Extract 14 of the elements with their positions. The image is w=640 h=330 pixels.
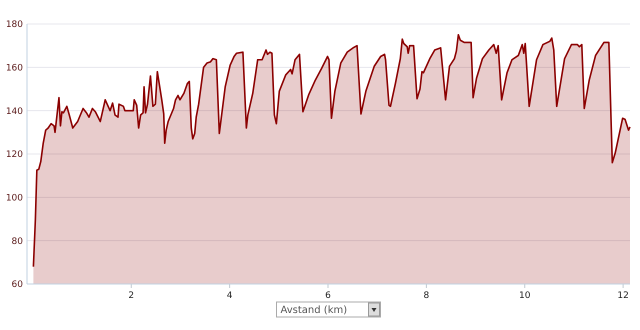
x-tick-label: 8 xyxy=(424,291,430,301)
y-tick-label: 100 xyxy=(6,193,24,204)
x-tick-label: 10 xyxy=(519,291,531,301)
y-tick-label: 160 xyxy=(6,63,24,74)
x-axis-title: Avstand (km) xyxy=(280,305,348,316)
y-tick-label: 60 xyxy=(12,280,24,290)
x-tick-label: 12 xyxy=(617,291,629,301)
x-tick-label: 4 xyxy=(226,291,233,301)
y-tick-label: 120 xyxy=(6,150,24,160)
x-tick-label: 2 xyxy=(128,291,134,301)
y-tick-label: 180 xyxy=(6,20,24,30)
y-tick-label: 80 xyxy=(12,236,24,247)
x-tick-label: 6 xyxy=(325,291,332,301)
y-tick-label: 140 xyxy=(6,106,24,117)
